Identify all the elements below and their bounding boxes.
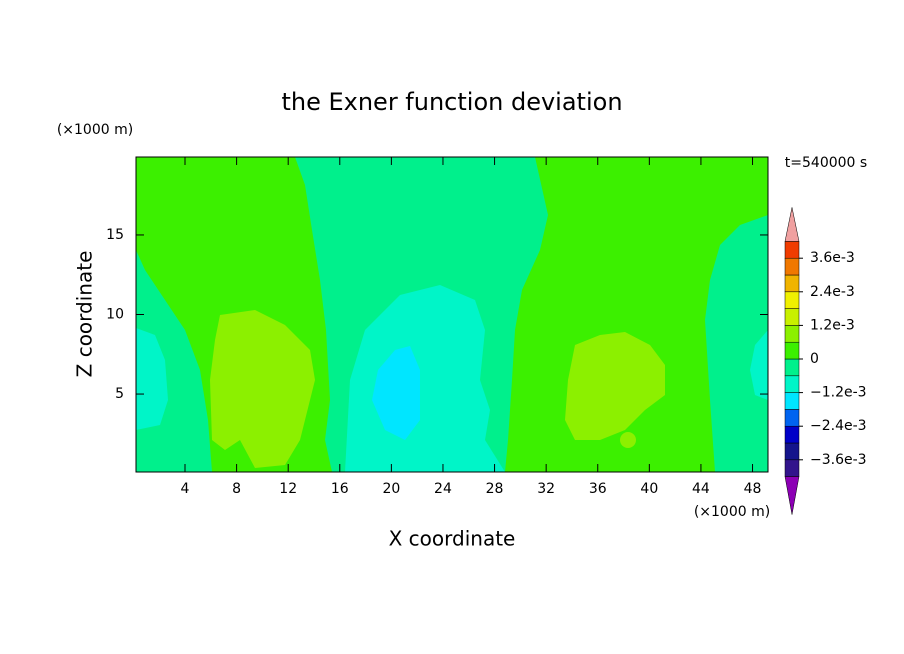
colorbar-cell [784,459,800,477]
colorbar-cell [784,241,800,259]
colorbar-cell [784,325,800,343]
colorbar-cell [784,308,800,326]
contour-region [620,432,636,448]
colorbar-tick-label: 2.4e-3 [810,284,855,300]
x-tick-label: 16 [331,481,349,497]
colorbar-cell [784,375,800,393]
colorbar-cell [784,341,800,360]
contour-region [210,310,315,468]
colorbar-tick-label: 3.6e-3 [810,250,855,266]
chart-title: the Exner function deviation [281,88,622,116]
y-tick-label: 10 [106,307,124,323]
x-tick-label: 28 [486,481,504,497]
colorbar-tick-label: 0 [810,351,819,367]
x-tick-label: 44 [692,481,710,497]
colorbar-tick-label: −3.6e-3 [810,452,867,468]
x-tick-label: 32 [537,481,555,497]
x-tick-label: 4 [181,481,190,497]
colorbar-cell [784,274,800,293]
x-axis-label: X coordinate [389,527,516,551]
time-label: t=540000 s [785,155,867,171]
colorbar-cell [784,291,800,309]
x-tick-label: 20 [382,481,400,497]
x-tick-label: 36 [589,481,607,497]
colorbar-cell [784,392,800,410]
x-tick-label: 12 [279,481,297,497]
contour-region [565,332,665,440]
colorbar-cell [784,358,800,377]
colorbar-under [784,476,800,515]
y-tick-label: 15 [106,227,124,243]
colorbar-tick-label: −2.4e-3 [810,418,867,434]
x-unit: (×1000 m) [694,504,770,520]
x-tick-label: 24 [434,481,452,497]
colorbar-tick-label: −1.2e-3 [810,385,867,401]
contour-region [372,346,420,440]
colorbar-cell [784,442,800,461]
y-unit: (×1000 m) [57,122,133,138]
x-tick-label: 48 [744,481,762,497]
colorbar-cell [784,409,800,427]
colorbar-cell [784,425,800,444]
contour-region [750,330,768,400]
colorbar-over [784,207,800,242]
contour-region [136,328,168,430]
colorbar-tick-label: 1.2e-3 [810,317,855,333]
y-axis-label: Z coordinate [73,251,97,378]
y-tick-label: 5 [115,386,124,402]
x-tick-label: 40 [640,481,658,497]
x-tick-label: 8 [232,481,241,497]
colorbar-cell [784,257,800,276]
